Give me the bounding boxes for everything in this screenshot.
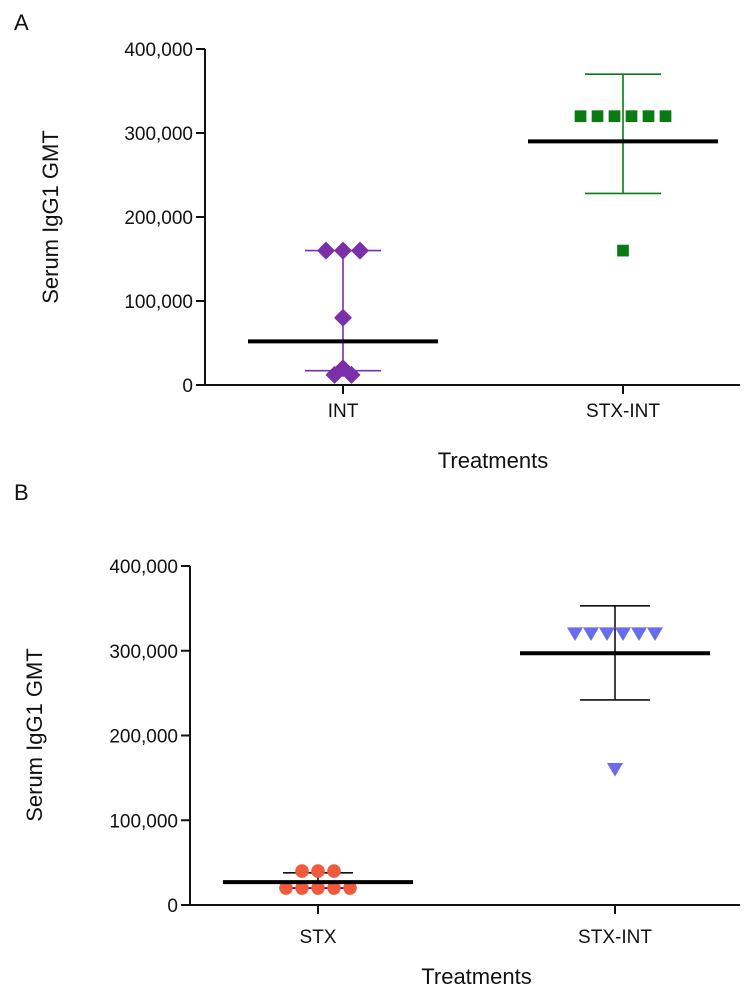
data-point [311,881,325,895]
data-point [574,110,587,123]
data-point [615,627,631,641]
data-point [295,881,309,895]
data-point [343,881,357,895]
data-point [608,110,621,123]
data-point [591,110,604,123]
y-tick-label: 300,000 [109,642,178,663]
data-point [311,864,325,878]
data-point [279,881,293,895]
y-tick-label: 200,000 [109,727,178,748]
y-tick-label: 300,000 [124,124,193,145]
y-axis-title: Serum IgG1 GMT [22,648,47,822]
data-point [607,763,623,777]
data-point [647,627,663,641]
chart-panel-b: 0 100,000 200,000 300,000 400,000 STX STX-INT S… [22,557,740,989]
data-point [625,110,638,123]
data-point [334,241,352,260]
x-tick-label: STX-INT [586,401,660,422]
y-tick-label: 100,000 [124,292,193,313]
data-point [599,627,615,641]
data-point [631,627,647,641]
data-point [295,864,309,878]
x-tick-label: STX [300,927,337,948]
data-point [317,241,335,260]
data-point [327,864,341,878]
x-axis-title: Treatments [438,448,548,473]
y-tick-label: 0 [167,896,178,917]
data-point [583,627,599,641]
data-point [567,627,583,641]
y-tick-label: 400,000 [109,557,178,578]
chart-panel-a: 0 100,000 200,000 300,000 400,000 INT STX-INT S… [38,40,740,473]
data-point [351,241,369,260]
x-tick-label: STX-INT [578,927,652,948]
data-point [642,110,655,123]
panel-letter-b: B [14,480,29,505]
data-point [334,359,352,378]
y-tick-label: 200,000 [124,208,193,229]
x-tick-label: INT [328,401,359,422]
data-point [334,308,352,327]
data-point [617,244,629,257]
panel-letter-a: A [14,10,29,35]
data-point [659,110,672,123]
y-tick-label: 0 [182,376,193,397]
y-tick-label: 400,000 [124,40,193,61]
x-axis-title: Treatments [421,964,531,989]
y-tick-label: 100,000 [109,811,178,832]
data-point [327,881,341,895]
y-axis-title: Serum IgG1 GMT [38,130,63,304]
